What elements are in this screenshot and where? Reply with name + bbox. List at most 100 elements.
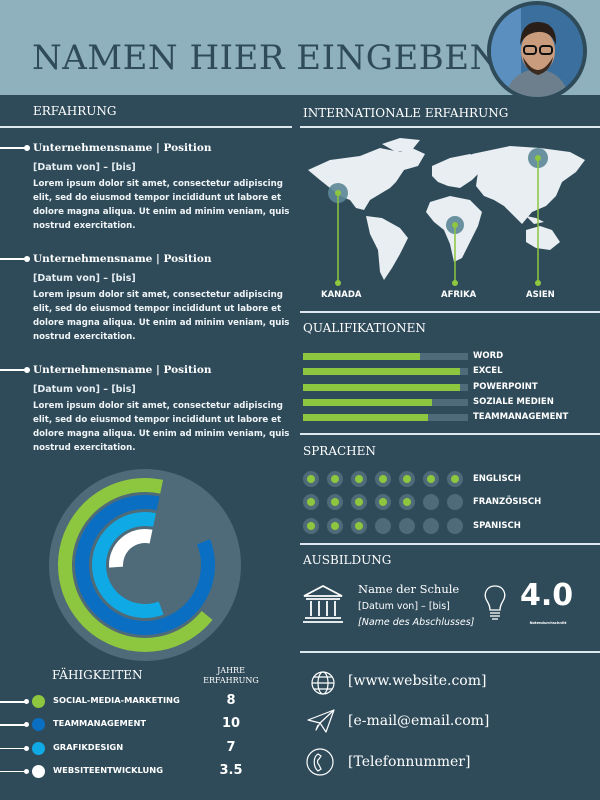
email-link[interactable]: [e-mail@email.com]: [348, 713, 490, 729]
dot-fill: [379, 475, 387, 483]
job-title: Unternehmensname | Position: [33, 364, 212, 376]
location-label: AFRIKA: [441, 290, 477, 300]
phone-number[interactable]: [Telefonnummer]: [348, 754, 471, 770]
education-date: [Datum von] – [bis]: [358, 601, 450, 612]
location-label: ASIEN: [526, 290, 555, 300]
divider: [300, 433, 600, 435]
job-title: Unternehmensname | Position: [33, 142, 212, 154]
timeline-dot: [24, 256, 30, 262]
job-description: Lorem ipsum dolor sit amet, consectetur …: [33, 290, 290, 342]
job-date: [Datum von] – [bis]: [33, 384, 136, 395]
dot-fill: [307, 498, 315, 507]
timeline-dot: [24, 768, 29, 774]
skill-years: 3.5: [219, 762, 243, 778]
language-dot-filled: [375, 471, 391, 487]
languages-heading: SPRACHEN: [303, 444, 376, 458]
location-markers: [328, 148, 548, 286]
skill-arc: [109, 529, 153, 568]
dot-fill: [331, 521, 339, 530]
divider: [300, 543, 600, 545]
skill-color-dot: [32, 718, 45, 732]
timeline-connector: [0, 258, 26, 260]
skill-name: WEBSITEENTWICKLUNG: [53, 764, 164, 775]
world-map: [308, 138, 585, 286]
dot-fill: [355, 498, 363, 507]
language-dot-empty: [375, 517, 391, 534]
skill-years: 10: [221, 716, 241, 732]
qualification-label: POWERPOINT: [473, 381, 538, 392]
dot-fill: [451, 475, 459, 483]
skill-years: 7: [226, 739, 236, 755]
dot-fill: [403, 498, 411, 507]
language-dot-filled: [327, 494, 343, 511]
qualification-label: TEAMMANAGEMENT: [473, 412, 569, 423]
dot-fill: [355, 521, 363, 530]
language-dot-empty: [423, 517, 439, 534]
name-title: NAMEN HIER EINGEBEN: [32, 38, 500, 78]
language-dot-filled: [303, 517, 319, 534]
globe-icon: [311, 671, 335, 695]
years-heading-line2: ERFAHRUNG: [203, 676, 259, 685]
job-title: Unternehmensname | Position: [33, 253, 212, 265]
language-dot-filled: [351, 494, 367, 511]
language-dot-filled: [399, 471, 415, 487]
job-date: [Datum von] – [bis]: [33, 273, 136, 284]
qualification-fill: [303, 414, 429, 422]
skill-name: SOCIAL-MEDIA-MARKETING: [53, 695, 180, 705]
language-dot-filled: [351, 471, 367, 487]
skill-arc: [75, 495, 215, 635]
timeline-connector: [0, 147, 26, 149]
qualification-bar: [303, 353, 468, 360]
language-dot-filled: [447, 471, 463, 487]
skill-color-dot: [32, 741, 45, 755]
lightbulb-icon: [484, 585, 506, 620]
education-heading: AUSBILDUNG: [303, 553, 392, 567]
language-dot-filled: [327, 471, 343, 487]
language-dot-filled: [375, 494, 391, 511]
language-dot-filled: [399, 494, 415, 511]
years-heading-line1: JAHRE: [217, 666, 245, 675]
skill-color-dot: [32, 695, 45, 708]
language-label: SPANISCH: [473, 520, 521, 531]
dot-fill: [331, 498, 339, 507]
timeline-dot: [24, 745, 29, 751]
timeline-dot: [24, 145, 30, 151]
timeline-dot: [24, 722, 29, 728]
skills-radial-chart: [49, 469, 241, 661]
dot-fill: [427, 475, 435, 483]
qualification-label: EXCEL: [473, 366, 503, 377]
skills-heading: FÄHIGKEITEN: [52, 668, 143, 682]
language-dot-empty: [423, 494, 439, 511]
skill-years: 8: [226, 693, 236, 708]
website-link[interactable]: [www.website.com]: [348, 673, 487, 689]
divider: [300, 126, 600, 128]
skill-color-dot: [32, 764, 45, 778]
dot-fill: [307, 475, 315, 483]
phone-icon: [306, 748, 334, 776]
divider: [300, 651, 600, 653]
paper-plane-icon: [307, 709, 335, 733]
job-description: Lorem ipsum dolor sit amet, consectetur …: [33, 401, 290, 453]
dot-fill: [307, 521, 315, 530]
skill-arc: [92, 512, 164, 618]
timeline-dot: [24, 367, 30, 373]
dot-fill: [355, 475, 363, 483]
qualifications-heading: QUALIFIKATIONEN: [303, 321, 426, 335]
qualification-bar: [303, 383, 468, 391]
qualification-fill: [303, 383, 460, 391]
profile-photo: [487, 1, 587, 101]
dot-fill: [379, 498, 387, 507]
qualification-bar: [303, 368, 468, 376]
language-dot-filled: [303, 471, 319, 487]
skill-connector: [0, 724, 26, 726]
location-label: KANADA: [321, 290, 362, 300]
school-name: Name der Schule: [358, 582, 460, 596]
gpa-value: 4.0: [520, 578, 574, 613]
qualification-bar: [303, 414, 468, 422]
timeline-dot: [24, 699, 29, 704]
language-dot-empty: [447, 517, 463, 534]
experience-heading: ERFAHRUNG: [33, 104, 117, 118]
timeline-connector: [0, 369, 26, 371]
skill-connector: [0, 701, 26, 703]
divider: [0, 126, 292, 128]
